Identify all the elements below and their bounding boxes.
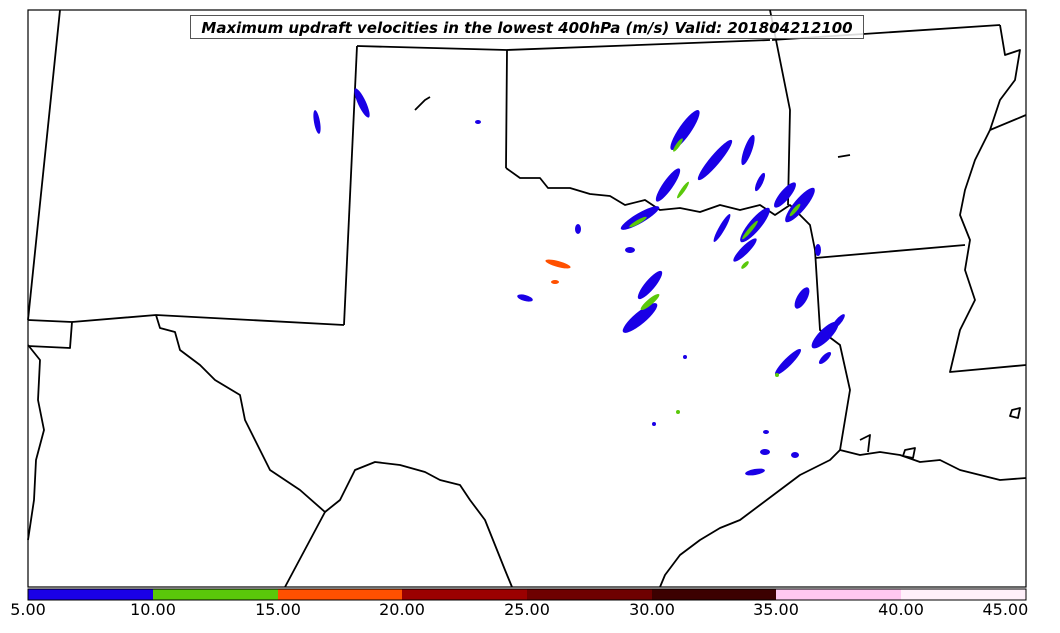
colorbar-tick-label: 40.00 [878,600,924,619]
border-az-nm [27,9,61,321]
colorbar-segment [776,589,901,600]
gulf-coast-tx [659,449,841,588]
colorbar-segment [153,589,278,600]
map-title: Maximum updraft velocities in the lowest… [190,15,864,39]
mississippi-river [949,24,1027,373]
updraft-contours [313,88,845,476]
gulf-coast-la [839,449,1027,481]
colorbar-tick-label: 10.00 [130,600,176,619]
colorbar-tick-label: 30.00 [629,600,675,619]
lake-shape-4 [414,96,431,111]
lake-shape-2 [902,447,916,459]
lake-shape-5 [837,154,851,158]
updraft-weak [313,88,845,476]
colorbar-tick-label: 25.00 [504,600,550,619]
colorbar-segment [28,589,153,600]
border-ok-tx [505,167,816,251]
border-ar-la [814,244,966,259]
border-ok-ar [769,9,791,206]
colorbar-segment [278,589,402,600]
lake-shape-3 [1009,407,1021,419]
colorbar [27,588,1027,601]
colorbar-tick-label: 45.00 [982,600,1029,619]
updraft-strong [545,259,571,284]
colorbar-segment [402,589,527,600]
border-nm-mexico [27,344,45,541]
colorbar-tick-label: 15.00 [255,600,301,619]
colorbar-outline [27,588,1027,601]
colorbar-tick-label: 5.00 [10,600,46,619]
lake-shape-1 [859,434,871,453]
colorbar-tick-label: 20.00 [379,600,425,619]
colorbar-segment [527,589,652,600]
border-ms-al [989,114,1027,131]
colorbar-tick-label: 35.00 [753,600,799,619]
colorbar-segment [901,589,1026,600]
border-ks-ok [506,39,771,51]
border-nm-south [27,319,73,349]
rio-grande [155,314,513,588]
colorbar-segment [652,589,776,600]
updraft-moderate [629,138,801,414]
border-mexico [284,511,326,588]
border-tx-la [814,249,851,451]
